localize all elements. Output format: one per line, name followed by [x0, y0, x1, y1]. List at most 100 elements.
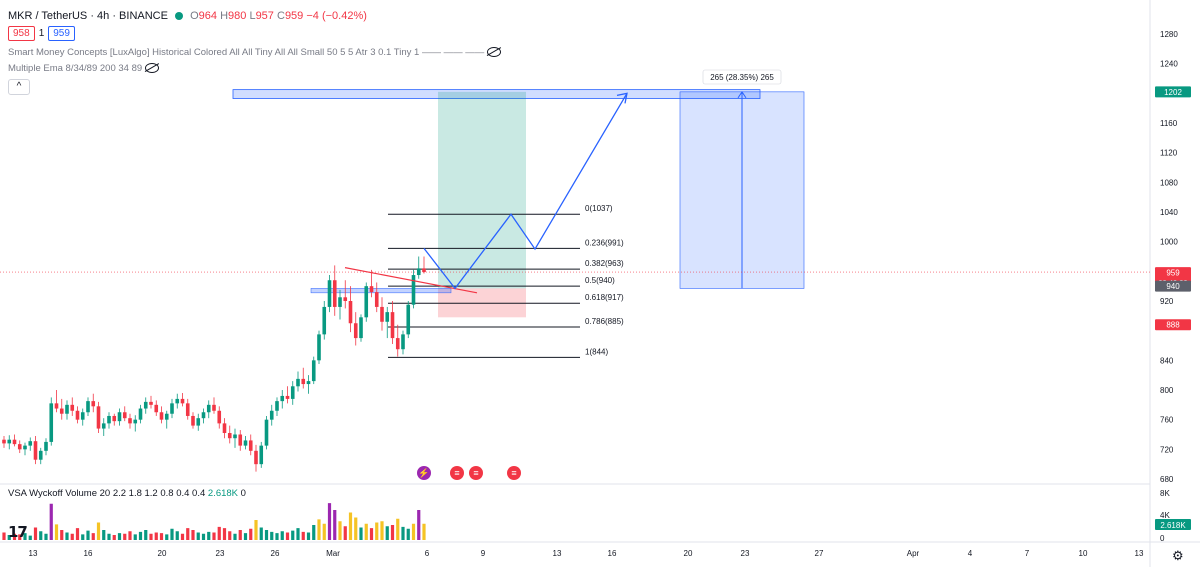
- volume-bar: [249, 528, 253, 540]
- price-axis-tick: 1080: [1160, 178, 1178, 187]
- volume-bar: [411, 523, 416, 540]
- candle-body: [65, 404, 69, 414]
- time-axis-tick: 27: [815, 549, 824, 558]
- volume-bar: [149, 533, 153, 540]
- trade-buttons: 958 1 959: [8, 26, 75, 41]
- fib-level-label: 1(844): [585, 347, 608, 356]
- candle-body: [107, 415, 111, 424]
- volume-bar: [312, 525, 316, 540]
- volume-bar: [401, 526, 405, 540]
- us-flag-event-icon[interactable]: ≡: [469, 466, 483, 480]
- volume-bar: [107, 533, 111, 540]
- time-axis-tick: 23: [216, 549, 225, 558]
- volume-bar: [33, 527, 38, 540]
- indicator-smc-label: Smart Money Concepts [LuxAlgo] Historica…: [8, 47, 485, 58]
- time-axis-tick: 13: [29, 549, 38, 558]
- hidden-eye-icon[interactable]: [486, 47, 501, 58]
- volume-bar: [296, 528, 300, 540]
- candle-body: [385, 312, 390, 322]
- buy-button[interactable]: 959: [48, 26, 75, 41]
- volume-bar: [86, 530, 90, 540]
- volume-bar: [259, 527, 263, 540]
- time-axis-tick: 16: [608, 549, 617, 558]
- volume-bar: [2, 532, 6, 540]
- candle-body: [12, 439, 17, 445]
- volume-bar: [23, 533, 27, 540]
- volume-bar: [65, 532, 69, 540]
- volume-bar: [343, 526, 347, 540]
- price-axis-tick: 800: [1160, 386, 1174, 395]
- volume-bar: [385, 526, 389, 540]
- volume-bar: [96, 522, 101, 540]
- volume-bar: [322, 523, 326, 540]
- candle-body: [248, 440, 253, 451]
- candle-body: [422, 268, 426, 273]
- price-range-label: 265 (28.35%) 265: [710, 73, 774, 82]
- dividend-lightning-icon[interactable]: ⚡: [417, 466, 431, 480]
- indicator-smc[interactable]: Smart Money Concepts [LuxAlgo] Historica…: [8, 47, 501, 58]
- volume-bar: [228, 531, 232, 540]
- candle-body: [264, 419, 269, 446]
- time-axis-tick: 10: [1079, 549, 1088, 558]
- volume-legend-label: VSA Wyckoff Volume 20 2.2 1.8 1.2 0.8 0.…: [8, 488, 206, 499]
- price-badge: [1155, 319, 1191, 331]
- volume-bar: [380, 521, 384, 540]
- price-badge-label: 888: [1166, 321, 1180, 330]
- open-value: 964: [198, 10, 217, 22]
- volume-bar: [291, 530, 295, 540]
- volume-legend[interactable]: VSA Wyckoff Volume 20 2.2 1.8 1.2 0.8 0.…: [8, 488, 246, 499]
- candle-body: [416, 268, 421, 276]
- candle-body: [159, 412, 164, 420]
- candle-body: [201, 412, 206, 419]
- volume-bar: [154, 532, 158, 540]
- candle-body: [206, 404, 211, 413]
- volume-bar: [165, 534, 169, 540]
- indicator-ema[interactable]: Multiple Ema 8/34/89 200 34 89: [8, 63, 159, 74]
- symbol-title[interactable]: MKR / TetherUS · 4h · BINANCE: [8, 10, 168, 22]
- projected-path[interactable]: [423, 93, 628, 290]
- volume-bar: [60, 530, 64, 540]
- us-flag-event-icon[interactable]: ≡: [450, 466, 464, 480]
- candle-body: [301, 378, 306, 385]
- high-value: 980: [228, 10, 247, 22]
- fib-level-label: 0.786(885): [585, 317, 624, 326]
- volume-bar: [81, 534, 85, 540]
- volume-bar: [180, 533, 185, 540]
- symbol-legend: MKR / TetherUS · 4h · BINANCE O964 H980 …: [8, 10, 367, 22]
- candle-body: [49, 403, 54, 442]
- time-axis-tick: Mar: [326, 549, 340, 558]
- sell-button[interactable]: 958: [8, 26, 35, 41]
- target-zone-box[interactable]: [232, 89, 761, 99]
- candle-body: [317, 334, 321, 361]
- volume-bar: [49, 503, 53, 540]
- volume-bar: [144, 530, 148, 540]
- us-flag-event-icon[interactable]: ≡: [507, 466, 521, 480]
- candle-body: [401, 334, 405, 350]
- candle-body: [406, 304, 411, 335]
- candle-body: [170, 403, 174, 414]
- candle-body: [38, 450, 43, 460]
- candle-body: [212, 404, 216, 411]
- price-axis-tick: 920: [1160, 297, 1174, 306]
- volume-bar: [285, 532, 290, 540]
- gear-icon[interactable]: ⚙: [1172, 548, 1184, 563]
- collapse-legend-button[interactable]: ^: [8, 79, 30, 95]
- candle-body: [17, 444, 22, 450]
- close-value: 959: [284, 10, 304, 22]
- volume-bar: [70, 533, 74, 540]
- candle-body: [217, 410, 222, 424]
- candle-body: [54, 403, 59, 409]
- candle-body: [23, 445, 27, 450]
- volume-bar: [28, 535, 32, 540]
- tradingview-logo[interactable]: 17: [8, 523, 28, 541]
- volume-bar: [91, 533, 95, 540]
- position-profit-zone[interactable]: [438, 91, 526, 289]
- volume-bar: [364, 523, 368, 540]
- hidden-eye-icon[interactable]: [144, 63, 159, 74]
- volume-bar: [196, 532, 200, 540]
- volume-bar: [275, 533, 279, 540]
- time-axis-tick: 7: [1025, 549, 1030, 558]
- volume-bar: [317, 519, 321, 540]
- fib-level-label: 0.382(963): [585, 259, 624, 268]
